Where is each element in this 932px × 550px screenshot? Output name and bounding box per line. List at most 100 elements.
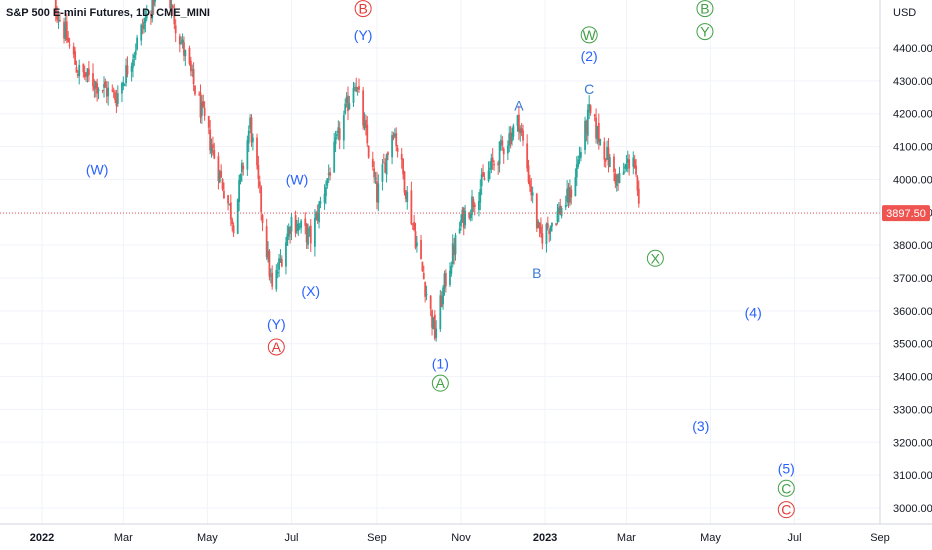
candle[interactable] bbox=[231, 217, 234, 232]
candle[interactable] bbox=[152, 0, 155, 15]
candle[interactable] bbox=[376, 171, 378, 210]
candle[interactable] bbox=[290, 212, 293, 241]
candle[interactable] bbox=[305, 222, 308, 249]
candle[interactable] bbox=[199, 84, 202, 124]
candle[interactable] bbox=[297, 217, 300, 236]
candle[interactable] bbox=[557, 202, 560, 223]
candle[interactable] bbox=[149, 10, 152, 25]
candle[interactable] bbox=[493, 160, 495, 171]
candle[interactable] bbox=[329, 167, 331, 181]
candle[interactable] bbox=[362, 86, 365, 130]
candle[interactable] bbox=[511, 127, 513, 146]
candle[interactable] bbox=[76, 69, 79, 79]
candle[interactable] bbox=[366, 116, 369, 147]
candle[interactable] bbox=[433, 310, 436, 341]
candle[interactable] bbox=[443, 270, 446, 296]
candle[interactable] bbox=[635, 159, 637, 178]
candle[interactable] bbox=[189, 56, 192, 76]
candle[interactable] bbox=[519, 125, 522, 142]
candle[interactable] bbox=[125, 58, 127, 87]
candle[interactable] bbox=[151, 0, 154, 23]
candle[interactable] bbox=[203, 101, 206, 121]
candle[interactable] bbox=[210, 138, 213, 158]
candle[interactable] bbox=[116, 85, 119, 108]
candle[interactable] bbox=[637, 180, 640, 208]
candle[interactable] bbox=[464, 204, 467, 229]
candle[interactable] bbox=[334, 130, 337, 153]
candle[interactable] bbox=[487, 161, 490, 183]
candle[interactable] bbox=[92, 63, 94, 92]
candle[interactable] bbox=[178, 33, 181, 53]
candle[interactable] bbox=[530, 177, 533, 202]
candle[interactable] bbox=[450, 261, 453, 277]
candle[interactable] bbox=[538, 222, 541, 237]
candle[interactable] bbox=[180, 36, 183, 45]
candle[interactable] bbox=[483, 172, 486, 181]
candle[interactable] bbox=[202, 94, 205, 109]
candle[interactable] bbox=[123, 83, 126, 87]
candle[interactable] bbox=[212, 136, 214, 156]
candle[interactable] bbox=[236, 198, 239, 235]
candle[interactable] bbox=[115, 89, 118, 113]
candle[interactable] bbox=[104, 78, 107, 88]
candle[interactable] bbox=[385, 153, 388, 183]
candle[interactable] bbox=[172, 4, 174, 9]
candle[interactable] bbox=[497, 160, 500, 175]
candle[interactable] bbox=[387, 151, 389, 161]
candle[interactable] bbox=[59, 12, 61, 23]
candle[interactable] bbox=[94, 80, 97, 98]
candle[interactable] bbox=[143, 17, 145, 34]
candle[interactable] bbox=[338, 121, 341, 150]
candle[interactable] bbox=[267, 241, 269, 263]
candle[interactable] bbox=[415, 235, 418, 253]
candle[interactable] bbox=[392, 132, 395, 141]
candle[interactable] bbox=[72, 42, 75, 59]
candle[interactable] bbox=[269, 268, 272, 284]
candle[interactable] bbox=[421, 261, 424, 272]
candle[interactable] bbox=[140, 23, 143, 46]
candle[interactable] bbox=[217, 152, 220, 190]
candle[interactable] bbox=[403, 170, 406, 196]
candle[interactable] bbox=[348, 95, 351, 110]
candle[interactable] bbox=[337, 120, 340, 141]
candle[interactable] bbox=[471, 189, 473, 221]
candle[interactable] bbox=[410, 181, 413, 226]
candle[interactable] bbox=[174, 19, 177, 43]
candle[interactable] bbox=[577, 155, 580, 169]
candle[interactable] bbox=[570, 185, 573, 205]
candle[interactable] bbox=[145, 4, 148, 22]
candle[interactable] bbox=[74, 47, 76, 66]
candle[interactable] bbox=[316, 204, 319, 224]
candle[interactable] bbox=[431, 309, 433, 336]
candle[interactable] bbox=[294, 210, 297, 238]
candle[interactable] bbox=[183, 36, 185, 62]
candle[interactable] bbox=[141, 18, 144, 35]
candle[interactable] bbox=[228, 203, 231, 206]
candle[interactable] bbox=[54, 0, 57, 22]
candle[interactable] bbox=[169, 0, 172, 16]
candle[interactable] bbox=[549, 225, 552, 241]
candle[interactable] bbox=[218, 169, 221, 184]
candle[interactable] bbox=[586, 104, 589, 145]
candle[interactable] bbox=[105, 81, 108, 104]
candle[interactable] bbox=[173, 3, 176, 30]
candle[interactable] bbox=[626, 150, 629, 173]
candle[interactable] bbox=[568, 179, 571, 207]
candle[interactable] bbox=[636, 175, 639, 196]
candle[interactable] bbox=[249, 114, 252, 134]
candle[interactable] bbox=[355, 77, 358, 93]
candle[interactable] bbox=[85, 71, 88, 83]
candle[interactable] bbox=[107, 81, 110, 106]
candle[interactable] bbox=[268, 249, 271, 281]
candle[interactable] bbox=[194, 85, 196, 96]
candle[interactable] bbox=[285, 236, 287, 275]
candle[interactable] bbox=[442, 285, 444, 310]
candle[interactable] bbox=[87, 60, 90, 82]
candle[interactable] bbox=[453, 238, 456, 265]
candle[interactable] bbox=[304, 212, 307, 235]
candle[interactable] bbox=[541, 224, 544, 250]
candle[interactable] bbox=[82, 63, 85, 78]
candle[interactable] bbox=[508, 126, 511, 153]
candle[interactable] bbox=[395, 127, 398, 152]
